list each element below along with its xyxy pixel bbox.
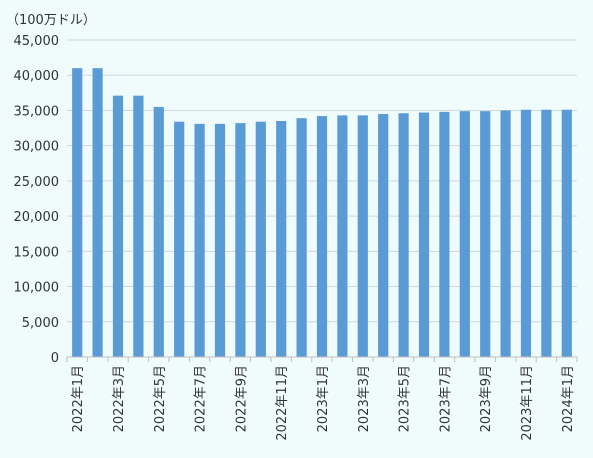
x-tick-label: 2022年11月	[275, 365, 290, 441]
bar	[255, 121, 266, 358]
x-tick-label: 2022年7月	[194, 365, 209, 432]
y-tick-label: 0	[51, 351, 59, 366]
bar	[561, 109, 572, 358]
x-tick-label: 2023年1月	[316, 365, 331, 432]
bar	[92, 68, 103, 357]
bar	[235, 123, 246, 357]
bars	[72, 68, 572, 358]
bar	[72, 68, 83, 357]
x-tick-label: 2023年11月	[520, 365, 535, 441]
bar	[378, 113, 389, 357]
y-tick-label: 40,000	[14, 69, 60, 84]
x-axis: 2022年1月 2022年3月 2022年5月 2022年7月 2022年9月 2022年…	[66, 356, 578, 441]
bar	[133, 95, 144, 357]
y-tick-label: 35,000	[14, 104, 60, 119]
bar	[316, 116, 328, 357]
bar	[520, 109, 532, 358]
y-tick-label: 5,000	[22, 316, 59, 331]
bar	[418, 112, 430, 358]
bar	[480, 111, 491, 357]
y-tick-label: 25,000	[14, 175, 60, 190]
x-tick-label: 2023年9月	[479, 365, 494, 432]
bar	[174, 121, 185, 358]
x-tick-label: 2022年3月	[112, 365, 127, 432]
y-tick-label: 10,000	[14, 281, 60, 296]
x-tick-label: 2024年1月	[561, 365, 576, 432]
bar	[153, 106, 164, 357]
bar	[296, 118, 307, 358]
y-tick-label: 30,000	[14, 140, 60, 155]
x-tick-label: 2023年5月	[398, 365, 413, 432]
bar	[398, 113, 409, 357]
bar	[439, 111, 450, 357]
bar	[337, 115, 348, 358]
x-tick-label: 2022年5月	[153, 365, 168, 432]
bar	[214, 123, 226, 357]
x-tick-label: 2022年9月	[234, 365, 249, 432]
unit-label: （100万ドル）	[6, 13, 96, 28]
x-tick-label: 2022年1月	[71, 365, 86, 432]
bar	[276, 121, 287, 357]
x-tick-label: 2023年3月	[357, 365, 372, 432]
x-tick-label: 2023年7月	[438, 365, 453, 432]
y-tick-label: 20,000	[14, 210, 60, 225]
bar	[112, 95, 124, 357]
y-tick-label: 15,000	[14, 245, 60, 260]
bar	[194, 123, 205, 357]
bar	[500, 110, 511, 357]
y-tick-label: 45,000	[14, 34, 60, 49]
bar	[541, 109, 552, 358]
bar	[459, 111, 470, 357]
y-axis: 0 5,000 10,000 15,000 20,000 25,000 30,000 35,0…	[14, 34, 60, 366]
bar	[357, 115, 368, 358]
